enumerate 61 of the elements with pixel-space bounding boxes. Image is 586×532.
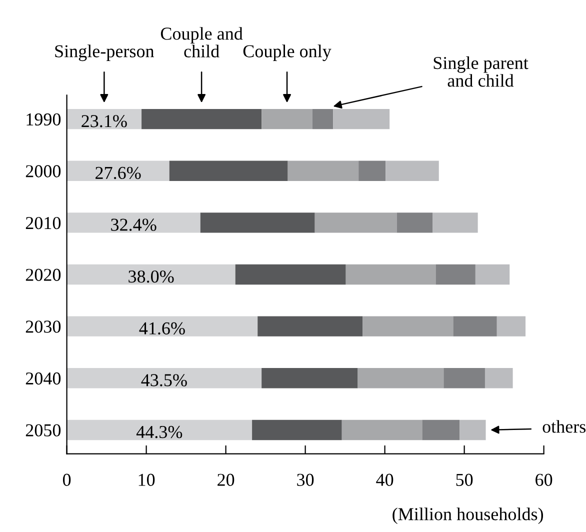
bar [422,420,460,440]
y-tick-label: 2010 [26,216,61,230]
bar [200,212,315,233]
bar [66,212,200,233]
text: others [542,420,586,433]
bar [142,108,262,130]
bar [333,108,390,130]
bar [169,160,288,181]
bar [432,212,478,233]
bar [346,264,436,285]
bar [314,212,397,233]
y-tick-label: 2020 [26,268,61,281]
annotation: 41.6% [139,322,185,335]
x-tick-label: 10 [138,474,155,486]
bar [444,368,485,388]
bar [252,420,342,440]
annotation: 38.0% [128,270,174,283]
bar [66,420,252,440]
x-tick-label: 30 [297,474,314,486]
bar [496,316,526,336]
annotation: 43.5% [141,374,187,386]
bar [386,160,439,181]
x-axis-title: (Million households) [392,508,544,524]
bar [460,420,486,440]
bar [66,160,170,181]
y-tick-label: 2040 [26,372,61,385]
bar [358,160,386,181]
text: Single parent and child [434,56,528,87]
annotation: 32.4% [111,218,156,231]
y-tick-label: 2050 [26,424,61,436]
y-tick-label: 2030 [26,320,61,333]
bar [342,420,422,440]
bar [288,160,359,181]
bar [484,368,513,388]
text: Couple and child [160,27,243,58]
bar [66,264,236,285]
bar [436,264,476,285]
bar [66,368,262,388]
annotation: 23.1% [82,115,127,128]
bar [262,368,358,388]
bar [312,108,334,130]
y-tick-label: 2000 [26,165,61,178]
bar [358,368,444,388]
y-tick-label: 1990 [26,113,61,126]
x-tick-label: 60 [536,474,552,486]
bar [235,264,346,285]
bar [362,316,454,336]
text: Single-person [55,44,154,62]
text: Couple only [243,44,332,62]
bar [66,316,258,336]
annotation: 44.3% [136,426,182,438]
bar [396,212,433,233]
bar [258,316,363,336]
x-tick-label: 0 [62,474,71,486]
x-tick-label: 20 [218,474,234,486]
annotation: 27.6% [96,166,141,180]
bar [475,264,510,285]
bar [453,316,497,336]
x-tick-label: 50 [456,474,473,486]
bar [262,108,312,130]
x-tick-label: 40 [376,474,394,486]
